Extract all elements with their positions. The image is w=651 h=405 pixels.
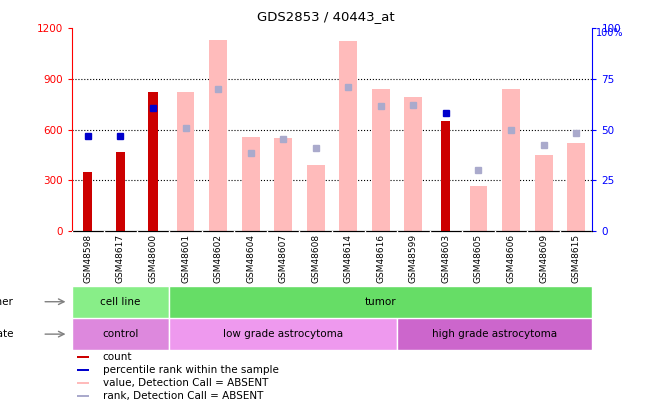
Bar [83,172,92,231]
Bar [307,165,325,231]
Text: GSM48600: GSM48600 [148,234,158,283]
Text: 100%: 100% [596,28,623,38]
Bar [77,395,89,397]
Bar [339,41,357,231]
Text: value, Detection Call = ABSENT: value, Detection Call = ABSENT [103,378,268,388]
Text: GSM48599: GSM48599 [409,234,418,283]
Text: GSM48604: GSM48604 [246,234,255,283]
Bar [372,89,390,231]
Bar [176,92,195,231]
Bar [72,318,169,350]
Text: GSM48598: GSM48598 [83,234,92,283]
Bar [77,382,89,384]
Text: GSM48609: GSM48609 [539,234,548,283]
Text: GSM48603: GSM48603 [441,234,450,283]
Text: rank, Detection Call = ABSENT: rank, Detection Call = ABSENT [103,391,263,401]
Text: GSM48616: GSM48616 [376,234,385,283]
Text: high grade astrocytoma: high grade astrocytoma [432,329,557,339]
Bar [274,138,292,231]
Bar [242,137,260,231]
Text: GSM48607: GSM48607 [279,234,288,283]
Bar [148,92,158,231]
Text: tumor: tumor [365,297,396,307]
Bar [567,143,585,231]
Text: disease state: disease state [0,329,13,339]
Text: GSM48601: GSM48601 [181,234,190,283]
Text: count: count [103,352,132,362]
Text: GSM48615: GSM48615 [572,234,581,283]
Text: cell line: cell line [100,297,141,307]
Bar [169,318,397,350]
Text: GSM48602: GSM48602 [214,234,223,283]
Text: low grade astrocytoma: low grade astrocytoma [223,329,343,339]
Bar [534,155,553,231]
Text: GSM48614: GSM48614 [344,234,353,283]
Bar [116,151,125,231]
Bar [404,97,422,231]
Text: other: other [0,297,13,307]
Text: GDS2853 / 40443_at: GDS2853 / 40443_at [256,10,395,23]
Text: GSM48608: GSM48608 [311,234,320,283]
Bar [169,286,592,318]
Text: percentile rank within the sample: percentile rank within the sample [103,365,279,375]
Bar [72,286,169,318]
Text: GSM48617: GSM48617 [116,234,125,283]
Text: GSM48605: GSM48605 [474,234,483,283]
Text: control: control [102,329,139,339]
Bar [77,356,89,358]
Bar [441,121,450,231]
Bar [209,40,227,231]
Bar [77,369,89,371]
Bar [469,186,488,231]
Bar [397,318,592,350]
Bar [502,89,520,231]
Text: GSM48606: GSM48606 [506,234,516,283]
